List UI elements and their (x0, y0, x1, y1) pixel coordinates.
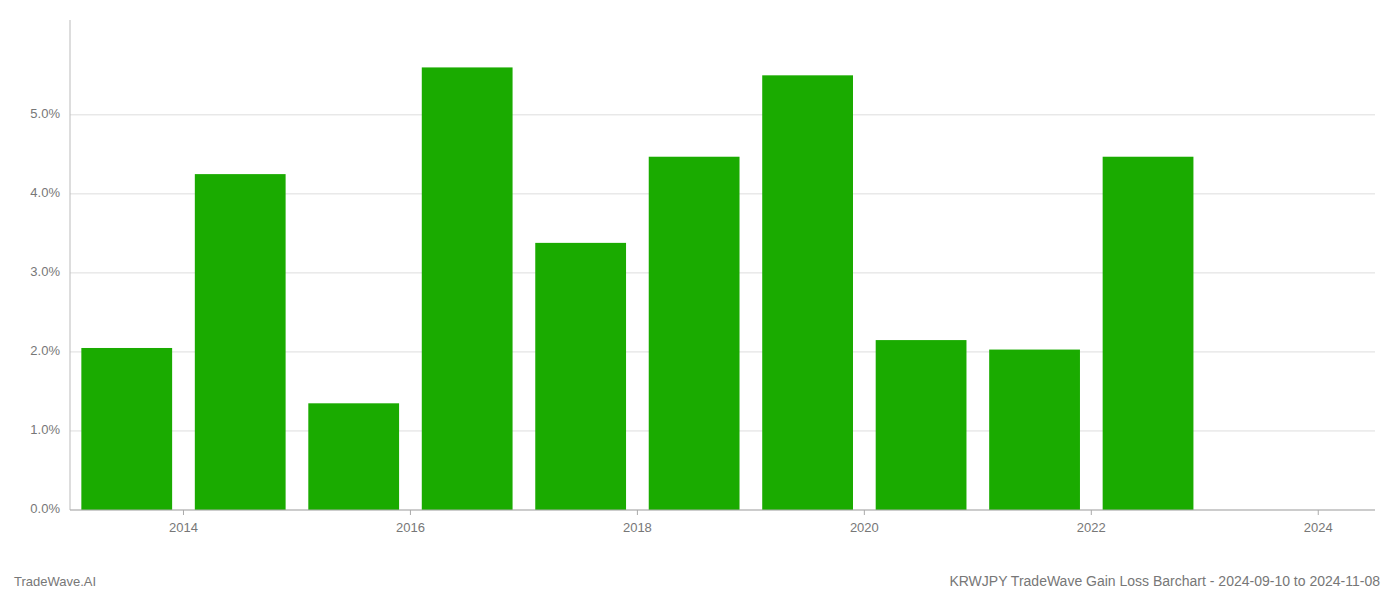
footer: TradeWave.AI (14, 574, 96, 589)
bar (308, 403, 399, 510)
bar (195, 174, 286, 510)
x-axis: 2014 2016 2018 2020 2022 2024 (70, 510, 1375, 535)
bar (989, 350, 1080, 510)
bars (81, 67, 1193, 510)
bar (422, 67, 513, 510)
title: KRWJPY TradeWave Gain Loss Barchart - 20… (949, 573, 1380, 589)
bar (762, 75, 853, 510)
y-tick-label: 3.0% (30, 264, 60, 279)
y-tick-label: 1.0% (30, 422, 60, 437)
y-tick-label: 4.0% (30, 185, 60, 200)
y-grid (70, 115, 1375, 510)
y-tick-label: 5.0% (30, 106, 60, 121)
grid-line (70, 510, 1375, 511)
x-tick-label: 2024 (1304, 520, 1333, 535)
x-tick-label: 2020 (850, 520, 879, 535)
x-tick-label: 2016 (396, 520, 425, 535)
bar (535, 243, 626, 510)
y-axis: 0.0% 1.0% 2.0% 3.0% 4.0% 5.0% (30, 20, 70, 516)
bar (876, 340, 967, 510)
x-axis-line (70, 510, 1375, 511)
bar (649, 157, 740, 510)
bar (81, 348, 172, 510)
y-tick-label: 0.0% (30, 501, 60, 516)
chart-container: 0.0% 1.0% 2.0% 3.0% 4.0% 5.0% 2014 2016 2018 2020… (0, 0, 1400, 600)
y-tick-label: 2.0% (30, 343, 60, 358)
x-tick (410, 510, 411, 515)
x-tick (864, 510, 865, 515)
x-tick-label: 2018 (623, 520, 652, 535)
y-axis-line (70, 20, 71, 510)
x-tick (183, 510, 184, 515)
x-tick (1318, 510, 1319, 515)
x-tick-label: 2022 (1077, 520, 1106, 535)
x-tick (1091, 510, 1092, 515)
x-tick (637, 510, 638, 515)
grid-line (70, 114, 1375, 115)
bar (1103, 157, 1194, 510)
background (0, 0, 1400, 600)
x-tick-label: 2014 (169, 520, 198, 535)
chart-svg: 0.0% 1.0% 2.0% 3.0% 4.0% 5.0% 2014 2016 2018 2020… (0, 0, 1400, 600)
